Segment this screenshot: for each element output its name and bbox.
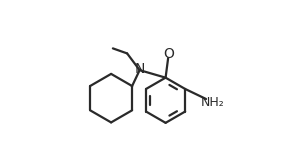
Text: NH₂: NH₂ — [200, 95, 224, 108]
Text: N: N — [134, 62, 145, 76]
Text: O: O — [164, 47, 174, 61]
